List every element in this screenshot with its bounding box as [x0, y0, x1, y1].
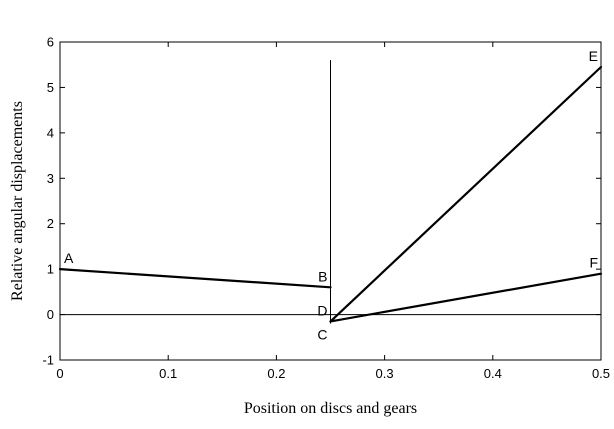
point-label-d: D — [317, 302, 327, 318]
series-line-de — [329, 65, 603, 323]
plot-frame — [59, 41, 602, 361]
x-ticks: 0 0.1 0.2 0.3 0.4 0.5 — [56, 42, 610, 381]
x-tick-label: 0.4 — [484, 366, 502, 381]
y-tick-label: 4 — [47, 125, 54, 140]
x-tick-label: 0 — [56, 366, 63, 381]
point-label-b: B — [318, 268, 327, 284]
series-line-ab — [58, 268, 332, 289]
x-tick-label: 0.1 — [159, 366, 177, 381]
point-label-f: F — [589, 255, 598, 271]
y-tick-label: 2 — [47, 216, 54, 231]
y-axis-title: Relative angular displacements — [9, 101, 26, 301]
x-tick-label: 0.5 — [592, 366, 610, 381]
y-tick-label: -1 — [42, 353, 54, 368]
point-label-c: C — [317, 326, 327, 342]
point-label-e: E — [589, 48, 598, 64]
y-tick-label: 0 — [47, 307, 54, 322]
reference-lines — [60, 60, 601, 324]
y-ticks: -1 0 1 2 3 4 5 6 — [42, 35, 601, 368]
x-axis-title: Position on discs and gears — [244, 400, 417, 417]
series-line-cf — [329, 272, 603, 323]
x-tick-label: 0.2 — [267, 366, 285, 381]
y-tick-label: 6 — [47, 35, 54, 50]
y-tick-label: 1 — [47, 262, 54, 277]
point-labels: A B DC E F — [64, 48, 598, 342]
point-label-a: A — [64, 250, 74, 266]
y-tick-label: 3 — [47, 171, 54, 186]
x-tick-label: 0.3 — [376, 366, 394, 381]
series-group — [58, 65, 603, 323]
y-tick-label: 5 — [47, 80, 54, 95]
